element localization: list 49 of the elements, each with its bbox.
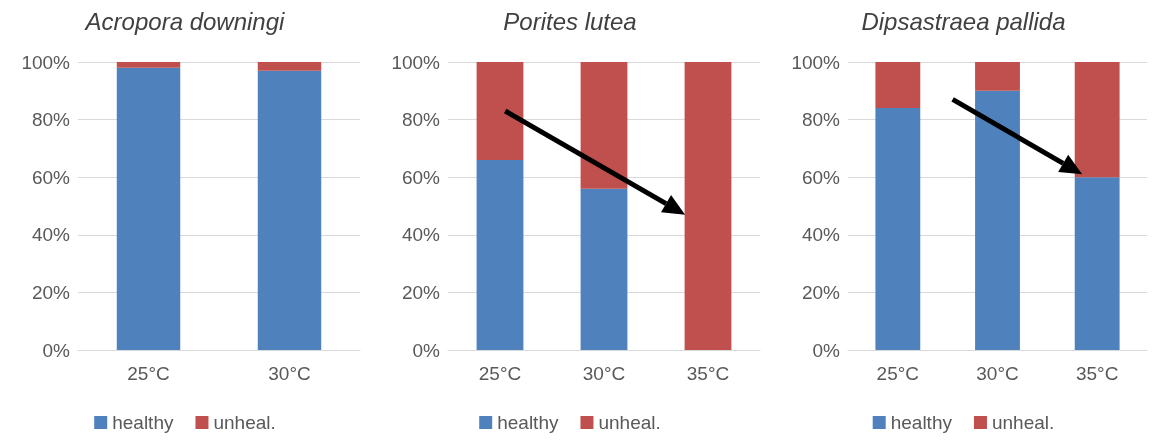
y-tick-label: 40% (31, 224, 71, 246)
x-tick-label: 30°C (976, 363, 1019, 384)
y-tick-label: 40% (801, 224, 841, 246)
bar (580, 188, 628, 350)
y-tick-label: 80% (801, 109, 841, 131)
legend-label: healthy (497, 412, 559, 433)
y-tick-label: 100% (391, 51, 441, 73)
bar (476, 159, 524, 350)
bar (1074, 177, 1120, 350)
y-tick-label: 20% (401, 281, 441, 303)
y-tick-label: 40% (401, 224, 441, 246)
y-tick-label: 20% (31, 281, 71, 303)
bar (975, 62, 1020, 91)
x-tick-label: 25°C (876, 363, 920, 384)
y-tick-label: 60% (801, 166, 841, 188)
x-tick-label: 35°C (1075, 363, 1119, 384)
x-tick-label: 30°C (268, 363, 311, 384)
bar (257, 70, 322, 350)
y-tick-label: 100% (21, 51, 71, 73)
legend-label: unheal. (598, 412, 661, 433)
x-tick-label: 25°C (127, 363, 170, 384)
x-tick-label: 25°C (478, 363, 522, 384)
chart-title: Dipsastraea pallida (861, 7, 1066, 35)
legend-label: unheal. (991, 412, 1055, 433)
bar (875, 108, 921, 350)
bar (580, 62, 628, 189)
y-tick-label: 60% (31, 166, 71, 188)
legend-label: healthy (890, 412, 953, 433)
chart-title: Porites lutea (503, 7, 637, 35)
bar (1074, 62, 1120, 178)
y-tick-label: 60% (401, 166, 441, 188)
x-tick-label: 35°C (686, 363, 730, 384)
y-tick-label: 0% (812, 339, 841, 361)
bar (476, 62, 524, 160)
chart-title: Acropora downingi (83, 7, 286, 35)
y-tick-label: 20% (801, 281, 841, 303)
bar (257, 62, 322, 71)
y-tick-label: 0% (412, 339, 441, 361)
x-tick-label: 30°C (582, 363, 626, 384)
bar (684, 62, 732, 350)
y-tick-label: 0% (42, 339, 71, 361)
bar (875, 62, 921, 109)
bar (116, 67, 181, 350)
y-tick-label: 100% (791, 51, 841, 73)
y-tick-label: 80% (401, 109, 441, 131)
y-tick-label: 80% (31, 109, 71, 131)
legend-label: healthy (112, 412, 174, 433)
legend-label: unheal. (213, 412, 276, 433)
bar (116, 62, 181, 68)
